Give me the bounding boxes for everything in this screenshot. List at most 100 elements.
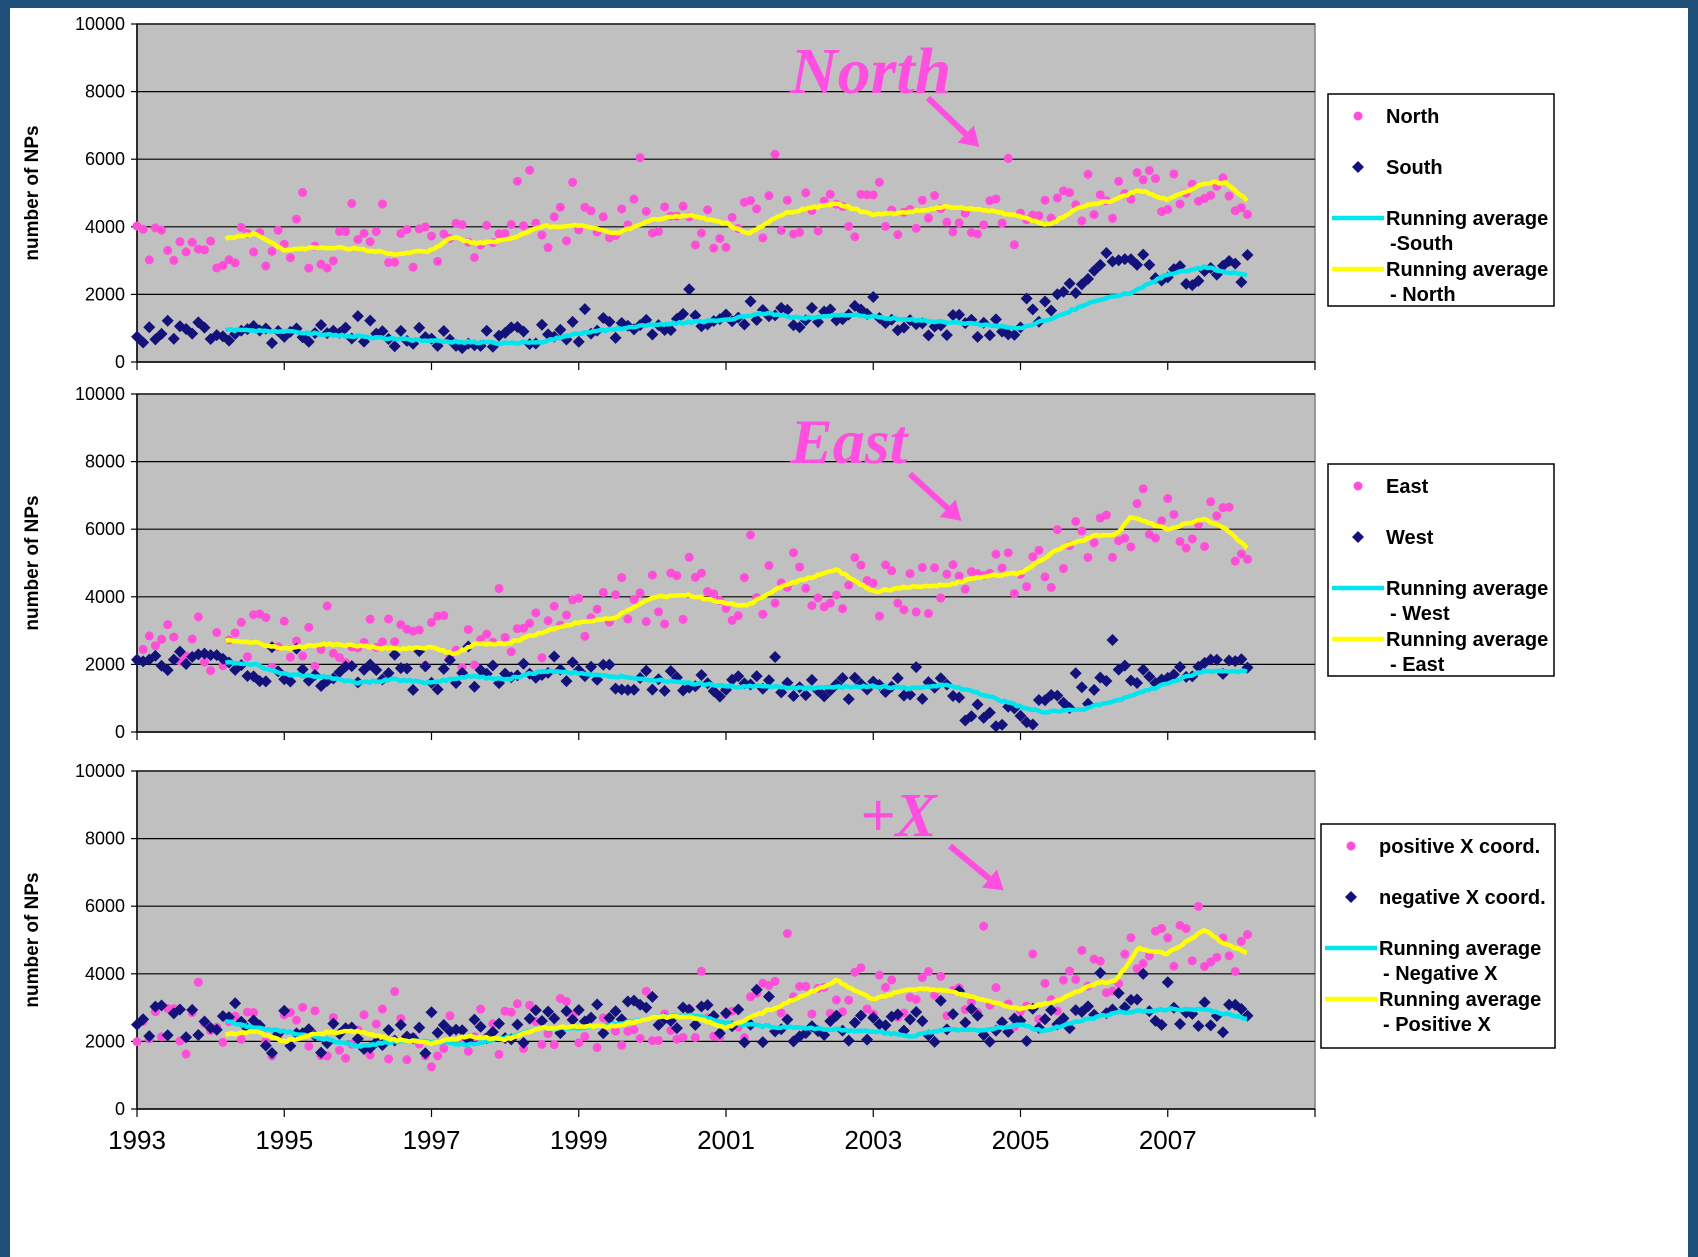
x-tick-label: 1997 (403, 1125, 461, 1155)
data-point (917, 195, 927, 205)
y-tick-label: 0 (115, 722, 125, 742)
data-point (874, 611, 884, 621)
data-point (713, 690, 726, 703)
data-point (560, 1005, 573, 1018)
data-point (824, 303, 837, 316)
y-tick-label: 6000 (85, 149, 125, 169)
data-point (365, 614, 375, 624)
data-point (922, 1029, 935, 1042)
annotation-arrowhead (981, 869, 1004, 891)
x-tick-label: 2005 (992, 1125, 1050, 1155)
data-point (689, 1018, 702, 1031)
data-point (646, 328, 659, 341)
legend-symbol (1352, 161, 1364, 173)
data-point (641, 617, 651, 627)
data-point (161, 664, 174, 677)
data-point (549, 212, 559, 222)
data-point (1187, 956, 1197, 966)
data-point (1100, 675, 1113, 688)
data-point (844, 221, 854, 231)
data-point (223, 334, 236, 347)
data-point (1200, 541, 1210, 551)
data-point (1071, 974, 1081, 984)
data-point (143, 1030, 156, 1043)
data-point (463, 1046, 473, 1056)
data-point (721, 242, 731, 252)
data-point (746, 530, 756, 540)
data-point (1089, 538, 1099, 548)
data-point (611, 590, 621, 600)
data-point (138, 644, 148, 654)
data-point (1045, 304, 1058, 317)
data-point (137, 336, 150, 349)
data-point (1065, 188, 1075, 198)
data-point (805, 301, 818, 314)
data-point (457, 220, 467, 230)
data-point (292, 214, 302, 224)
data-point (149, 649, 162, 662)
data-point (537, 1039, 547, 1049)
data-point (629, 595, 639, 605)
data-point (566, 656, 579, 669)
data-point (574, 1038, 584, 1048)
data-point (549, 601, 559, 611)
data-point (897, 321, 910, 334)
legend: positive X coord. negative X coord. Runnin… (1320, 823, 1556, 1049)
data-point (960, 584, 970, 594)
data-point (394, 324, 407, 337)
data-point (838, 604, 848, 614)
data-point (198, 1015, 211, 1028)
data-point (1095, 956, 1105, 966)
data-point (672, 571, 682, 581)
data-point (1039, 1013, 1052, 1026)
data-point (836, 672, 849, 685)
data-point (535, 1015, 548, 1028)
data-point (825, 189, 835, 199)
data-point (486, 1025, 499, 1038)
series-south (131, 247, 1254, 355)
data-point (1034, 211, 1044, 221)
data-point (132, 1037, 142, 1047)
data-point (727, 615, 737, 625)
data-point (856, 963, 866, 973)
data-point (1057, 285, 1070, 298)
data-point (413, 1021, 426, 1034)
data-point (543, 1029, 553, 1039)
data-point (678, 614, 688, 624)
data-point (830, 1009, 843, 1022)
data-point (377, 1004, 387, 1014)
data-point (1174, 1017, 1187, 1030)
data-point (965, 1002, 978, 1015)
data-point (997, 563, 1007, 573)
data-point (1014, 709, 1027, 722)
data-point (396, 620, 406, 630)
y-tick-label: 2000 (85, 1031, 125, 1051)
data-point (517, 1036, 530, 1049)
data-point (1118, 253, 1131, 266)
data-point (979, 220, 989, 230)
data-point (1045, 1004, 1058, 1017)
data-point (492, 1017, 505, 1030)
legend-label: Running average - Negative X (1379, 938, 1541, 985)
data-point (825, 598, 835, 608)
y-axis-label: number of NPs (22, 495, 43, 630)
data-point (813, 226, 823, 236)
x-tick-label: 2003 (844, 1125, 902, 1155)
data-point (365, 1050, 375, 1060)
data-point (439, 1043, 449, 1053)
data-point (1034, 1014, 1044, 1024)
data-point (887, 566, 897, 576)
data-point (887, 975, 897, 985)
data-point (1022, 582, 1032, 592)
data-point (1163, 204, 1173, 214)
series-east (132, 484, 1253, 676)
data-point (1144, 166, 1154, 176)
data-point (971, 1009, 984, 1022)
data-point (1057, 1012, 1070, 1025)
data-point (247, 1014, 260, 1027)
data-point (764, 561, 774, 571)
legend-symbol (1345, 891, 1357, 903)
data-point (971, 698, 984, 711)
data-point (881, 560, 891, 570)
data-point (1040, 195, 1050, 205)
